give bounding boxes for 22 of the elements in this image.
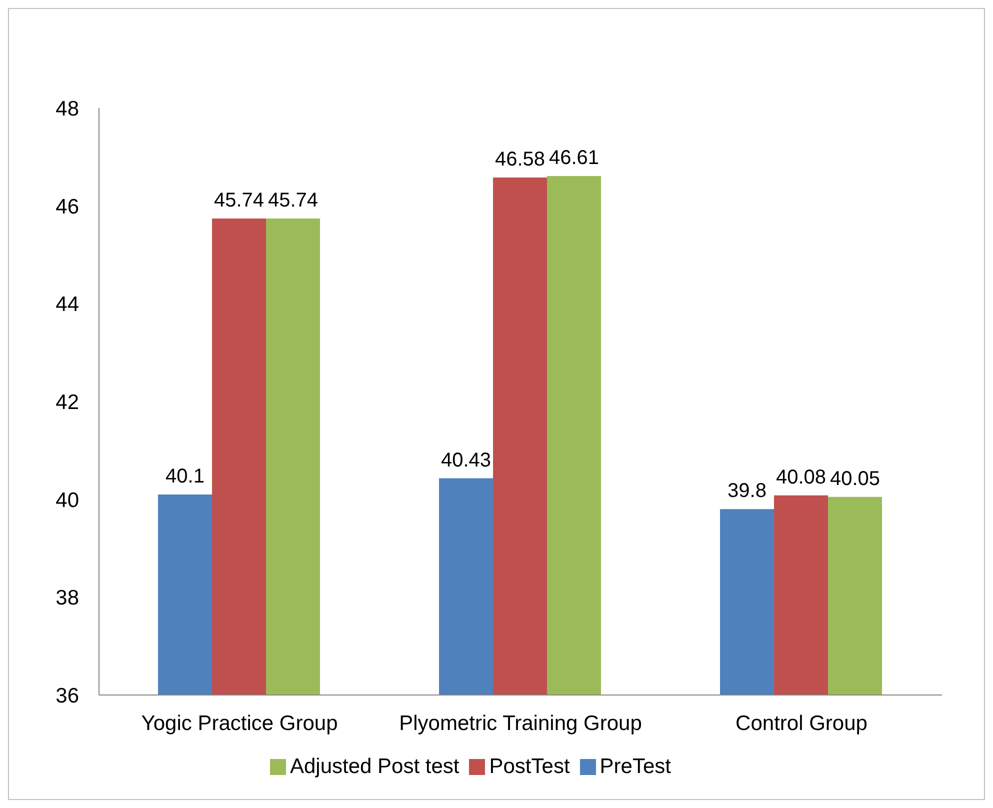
legend-label: Adjusted Post test: [290, 755, 460, 778]
legend-label: PostTest: [489, 755, 570, 778]
data-label: 40.05: [830, 468, 880, 490]
data-label: 45.74: [268, 190, 318, 212]
x-tick-label: Control Group: [736, 712, 868, 735]
data-label: 46.61: [548, 146, 600, 169]
y-tick-label: 44: [56, 293, 80, 316]
y-tick-label: 40: [56, 488, 79, 512]
legend-label: PreTest: [600, 755, 671, 778]
x-tick-label: Plyometric Training Group: [399, 712, 642, 735]
y-tick-label: 38: [56, 586, 79, 610]
data-label: 39.8: [728, 480, 766, 502]
y-tick-label: 36: [56, 684, 79, 708]
data-label: 40.1: [166, 465, 204, 488]
data-label: 46.58: [494, 148, 546, 170]
y-tick-label: 48: [56, 97, 79, 120]
data-label: 40.43: [440, 449, 492, 472]
y-tick-label: 46: [56, 195, 79, 218]
data-label: 40.08: [776, 466, 826, 488]
data-label: 45.74: [214, 190, 264, 212]
y-tick-label: 42: [56, 390, 79, 414]
x-tick-label: Yogic Practice Group: [141, 712, 338, 735]
